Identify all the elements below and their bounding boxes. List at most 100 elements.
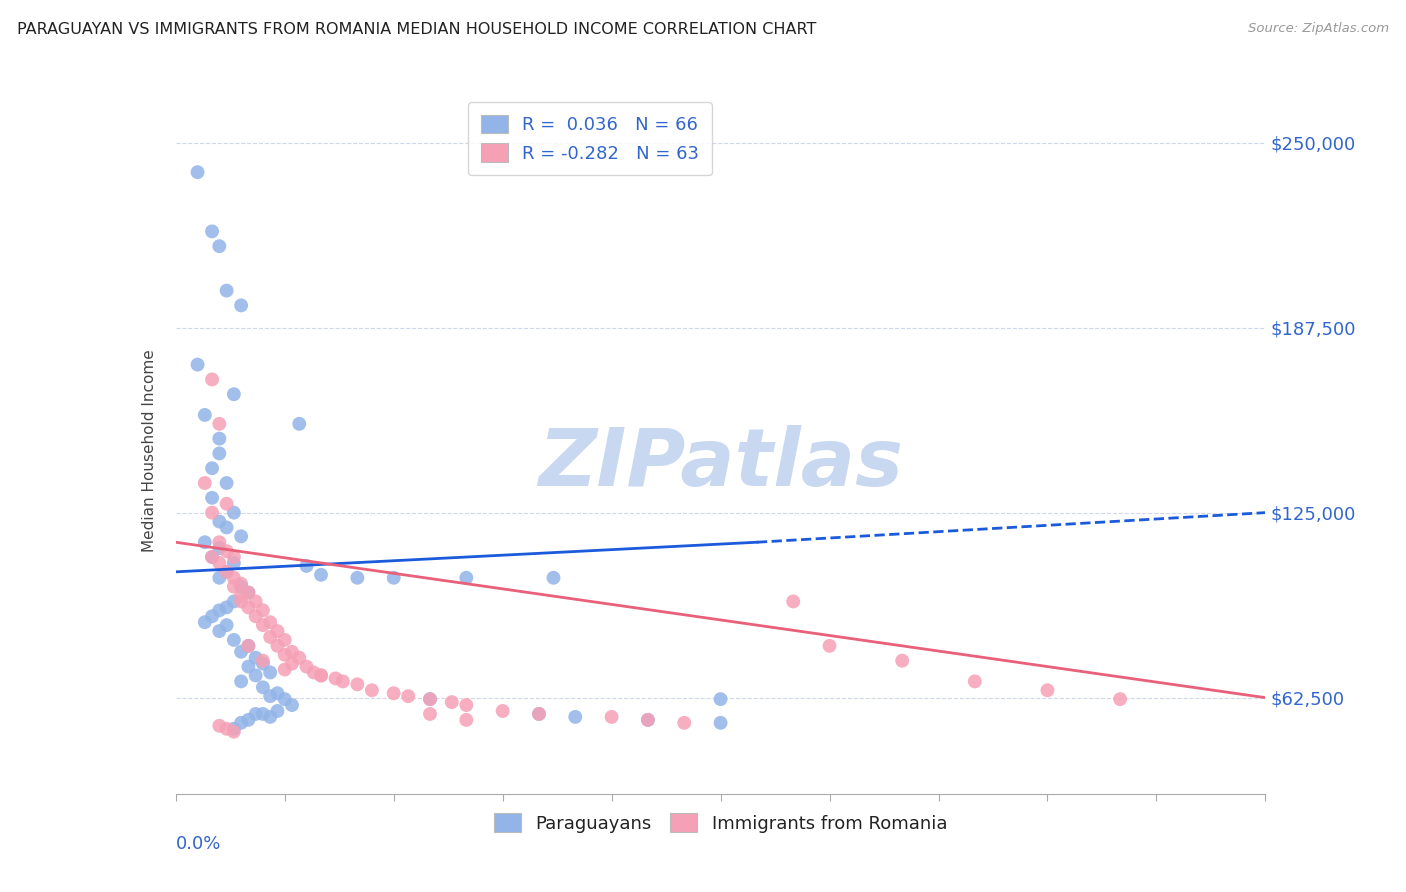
Point — [266, 704, 288, 718]
Point — [710, 715, 733, 730]
Point — [252, 603, 274, 617]
Point — [215, 544, 238, 558]
Point — [238, 600, 260, 615]
Point — [259, 710, 281, 724]
Point — [419, 692, 441, 706]
Point — [252, 654, 274, 668]
Point — [215, 565, 238, 579]
Point — [891, 654, 914, 668]
Point — [527, 706, 550, 721]
Point — [782, 594, 804, 608]
Point — [215, 600, 238, 615]
Point — [231, 674, 253, 689]
Point — [274, 632, 297, 647]
Point — [302, 665, 325, 680]
Point — [456, 571, 478, 585]
Point — [208, 446, 231, 460]
Point — [492, 704, 515, 718]
Point — [208, 556, 231, 570]
Point — [222, 594, 245, 608]
Point — [201, 549, 224, 564]
Point — [346, 571, 368, 585]
Point — [215, 497, 238, 511]
Point — [346, 677, 368, 691]
Point — [673, 715, 696, 730]
Point — [231, 589, 253, 603]
Text: Source: ZipAtlas.com: Source: ZipAtlas.com — [1249, 22, 1389, 36]
Point — [186, 165, 209, 179]
Point — [201, 491, 224, 505]
Point — [281, 698, 304, 712]
Point — [222, 387, 245, 401]
Point — [963, 674, 986, 689]
Point — [295, 558, 318, 573]
Point — [238, 639, 260, 653]
Point — [201, 461, 224, 475]
Point — [215, 722, 238, 736]
Point — [194, 535, 217, 549]
Point — [456, 698, 478, 712]
Point — [231, 645, 253, 659]
Point — [201, 609, 224, 624]
Point — [231, 594, 253, 608]
Point — [208, 535, 231, 549]
Point — [396, 689, 419, 703]
Point — [208, 603, 231, 617]
Point — [194, 615, 217, 630]
Point — [238, 659, 260, 673]
Point — [281, 657, 304, 671]
Point — [222, 549, 245, 564]
Point — [600, 710, 623, 724]
Point — [245, 650, 267, 665]
Legend: Paraguayans, Immigrants from Romania: Paraguayans, Immigrants from Romania — [486, 806, 955, 839]
Point — [295, 659, 318, 673]
Point — [252, 657, 274, 671]
Point — [281, 645, 304, 659]
Point — [208, 719, 231, 733]
Point — [245, 668, 267, 682]
Point — [215, 520, 238, 534]
Point — [222, 724, 245, 739]
Point — [325, 672, 347, 686]
Point — [238, 585, 260, 599]
Point — [637, 713, 659, 727]
Point — [245, 594, 267, 608]
Text: 0.0%: 0.0% — [176, 835, 221, 853]
Point — [231, 298, 253, 312]
Point — [1036, 683, 1059, 698]
Point — [208, 432, 231, 446]
Point — [201, 224, 224, 238]
Point — [222, 722, 245, 736]
Text: PARAGUAYAN VS IMMIGRANTS FROM ROMANIA MEDIAN HOUSEHOLD INCOME CORRELATION CHART: PARAGUAYAN VS IMMIGRANTS FROM ROMANIA ME… — [17, 22, 817, 37]
Point — [710, 692, 733, 706]
Point — [309, 668, 332, 682]
Point — [259, 630, 281, 644]
Point — [266, 624, 288, 638]
Y-axis label: Median Household Income: Median Household Income — [142, 349, 157, 552]
Point — [360, 683, 382, 698]
Point — [309, 668, 332, 682]
Point — [222, 571, 245, 585]
Point — [382, 686, 405, 700]
Point — [637, 713, 659, 727]
Point — [194, 476, 217, 491]
Point — [215, 618, 238, 632]
Point — [259, 689, 281, 703]
Point — [259, 665, 281, 680]
Point — [208, 624, 231, 638]
Point — [382, 571, 405, 585]
Point — [238, 713, 260, 727]
Point — [215, 476, 238, 491]
Point — [215, 565, 238, 579]
Point — [186, 358, 209, 372]
Point — [208, 541, 231, 556]
Point — [252, 618, 274, 632]
Point — [440, 695, 463, 709]
Point — [208, 515, 231, 529]
Point — [231, 580, 253, 594]
Point — [564, 710, 586, 724]
Point — [231, 576, 253, 591]
Point — [208, 571, 231, 585]
Point — [543, 571, 565, 585]
Point — [238, 639, 260, 653]
